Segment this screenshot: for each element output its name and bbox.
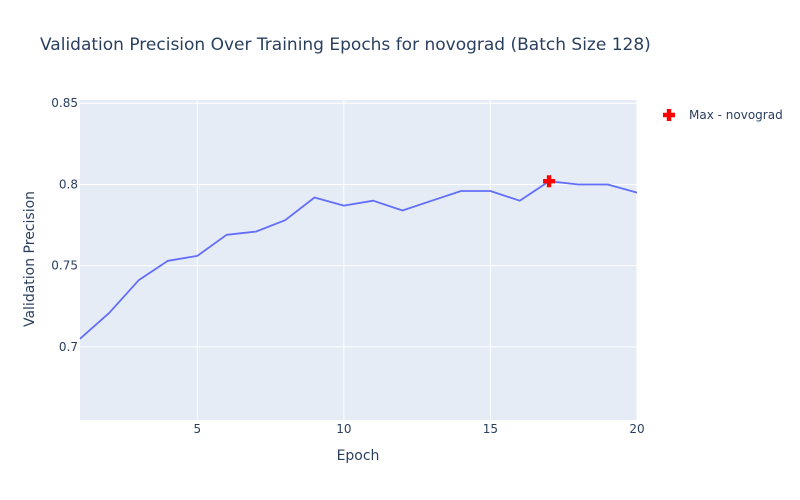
max-marker-cross-icon <box>543 175 556 188</box>
series-line <box>79 180 638 340</box>
x-tick-label: 5 <box>193 422 201 436</box>
x-tick-label: 10 <box>336 422 351 436</box>
legend-label: Max - novograd <box>689 108 783 122</box>
y-tick-label: 0.7 <box>59 340 78 354</box>
y-tick-label: 0.8 <box>59 177 78 191</box>
y-axis-title: Validation Precision <box>22 191 38 327</box>
x-axis-ticks: 5 10 15 20 <box>193 422 644 436</box>
legend-marker-cross-icon <box>663 109 675 121</box>
x-tick-label: 20 <box>629 422 644 436</box>
chart-title: Validation Precision Over Training Epoch… <box>40 35 651 55</box>
series-layer <box>79 175 638 340</box>
y-axis-ticks: 0.7 0.75 0.8 0.85 <box>51 96 78 354</box>
x-tick-label: 15 <box>483 422 498 436</box>
legend[interactable]: Max - novograd <box>663 108 783 122</box>
y-tick-label: 0.75 <box>51 259 78 273</box>
plot-area <box>80 100 637 420</box>
x-axis-title: Epoch <box>337 448 380 464</box>
y-tick-label: 0.85 <box>51 96 78 110</box>
grid-lines <box>80 100 638 420</box>
